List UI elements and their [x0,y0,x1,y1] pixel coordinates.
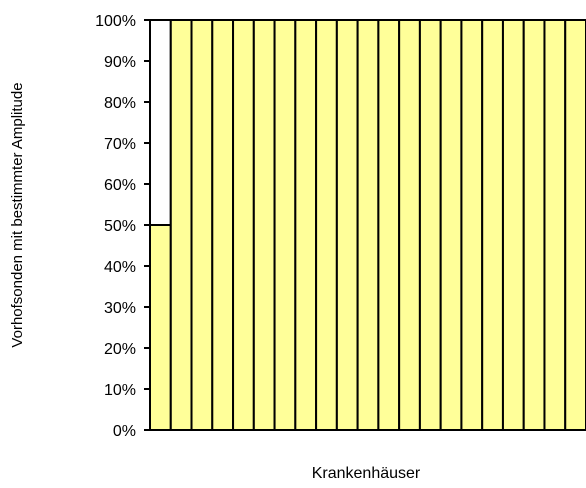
y-tick-label: 70% [104,136,136,153]
bar-1-series-2 [149,19,172,226]
y-tick-label: 20% [104,341,136,358]
bar-20-series-1 [543,19,567,431]
bar-4-series-1 [211,19,235,431]
y-tick-label: 50% [104,218,136,235]
bar-12-series-1 [377,19,401,431]
y-tick-label: 40% [104,259,136,276]
y-tick-label: 60% [104,177,136,194]
bar-11-series-1 [356,19,380,431]
y-tick-label: 80% [104,95,136,112]
bar-10-series-1 [335,19,359,431]
y-ticks: 0% 10% 20% 30% 40% 50% 60% 70% 80% 90% 100% [95,13,150,440]
y-axis-label: Vorhofsonden mit bestimmter Amplitude [9,82,26,347]
bar-17-series-1 [481,19,504,431]
bar-6-series-1 [252,19,276,431]
bar-19-series-1 [522,19,546,431]
bar-2-series-1 [169,19,193,431]
bar-18-series-1 [501,19,525,431]
bar-14-series-1 [418,19,442,431]
y-tick-label: 100% [95,13,136,30]
bars-layer [149,19,586,431]
y-tick-label: 0% [113,423,136,440]
y-tick-label: 10% [104,382,136,399]
y-tick-label: 30% [104,300,136,317]
bar-5-series-1 [232,19,255,431]
bar-3-series-1 [190,19,214,431]
bar-8-series-1 [294,19,318,431]
bar-1-series-1 [149,224,172,431]
bar-16-series-1 [460,19,484,431]
bar-9-series-1 [315,19,338,431]
bar-15-series-1 [439,19,463,431]
y-tick-label: 90% [104,54,136,71]
bar-21-series-1 [564,19,586,431]
bar-13-series-1 [398,19,421,431]
bar-7-series-1 [273,19,297,431]
x-axis-label: Krankenhäuser [312,465,421,482]
